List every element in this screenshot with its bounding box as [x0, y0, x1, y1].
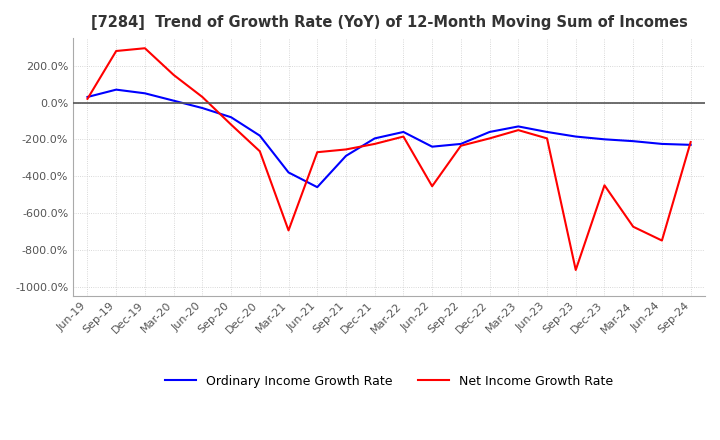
Net Income Growth Rate [600, 183, 609, 188]
Legend: Ordinary Income Growth Rate, Net Income Growth Rate: Ordinary Income Growth Rate, Net Income … [160, 370, 618, 392]
Ordinary Income Growth Rate [370, 136, 379, 141]
Net Income Growth Rate [313, 150, 322, 155]
Net Income Growth Rate [198, 94, 207, 99]
Net Income Growth Rate [342, 147, 351, 152]
Net Income Growth Rate [370, 141, 379, 147]
Net Income Growth Rate [83, 96, 91, 102]
Net Income Growth Rate [112, 48, 120, 54]
Title: [7284]  Trend of Growth Rate (YoY) of 12-Month Moving Sum of Incomes: [7284] Trend of Growth Rate (YoY) of 12-… [91, 15, 688, 30]
Ordinary Income Growth Rate [629, 139, 637, 144]
Net Income Growth Rate [657, 238, 666, 243]
Ordinary Income Growth Rate [140, 91, 149, 96]
Ordinary Income Growth Rate [227, 114, 235, 120]
Ordinary Income Growth Rate [399, 129, 408, 135]
Ordinary Income Growth Rate [456, 141, 465, 147]
Net Income Growth Rate [256, 149, 264, 154]
Net Income Growth Rate [543, 136, 552, 141]
Net Income Growth Rate [514, 128, 523, 133]
Ordinary Income Growth Rate [686, 142, 695, 147]
Ordinary Income Growth Rate [256, 133, 264, 138]
Net Income Growth Rate [485, 136, 494, 141]
Net Income Growth Rate [686, 139, 695, 145]
Net Income Growth Rate [428, 183, 436, 189]
Ordinary Income Growth Rate [284, 170, 293, 175]
Net Income Growth Rate [399, 134, 408, 139]
Ordinary Income Growth Rate [572, 134, 580, 139]
Net Income Growth Rate [572, 268, 580, 273]
Ordinary Income Growth Rate [428, 144, 436, 149]
Ordinary Income Growth Rate [543, 129, 552, 135]
Ordinary Income Growth Rate [342, 153, 351, 158]
Ordinary Income Growth Rate [112, 87, 120, 92]
Net Income Growth Rate [140, 46, 149, 51]
Ordinary Income Growth Rate [198, 106, 207, 111]
Net Income Growth Rate [284, 228, 293, 233]
Line: Ordinary Income Growth Rate: Ordinary Income Growth Rate [87, 90, 690, 187]
Net Income Growth Rate [169, 72, 178, 77]
Net Income Growth Rate [227, 122, 235, 127]
Net Income Growth Rate [629, 224, 637, 229]
Ordinary Income Growth Rate [83, 94, 91, 99]
Ordinary Income Growth Rate [313, 184, 322, 190]
Ordinary Income Growth Rate [485, 129, 494, 135]
Ordinary Income Growth Rate [600, 137, 609, 142]
Line: Net Income Growth Rate: Net Income Growth Rate [87, 48, 690, 270]
Ordinary Income Growth Rate [514, 124, 523, 129]
Net Income Growth Rate [456, 143, 465, 148]
Ordinary Income Growth Rate [169, 98, 178, 103]
Ordinary Income Growth Rate [657, 141, 666, 147]
